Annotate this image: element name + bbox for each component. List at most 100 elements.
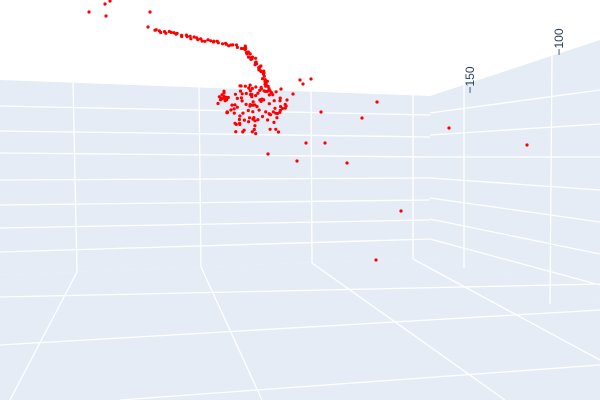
scatter-point	[256, 118, 260, 122]
scatter-point	[301, 82, 305, 86]
scatter-point	[304, 141, 308, 145]
scatter-point	[169, 30, 173, 34]
scatter-point	[185, 35, 189, 39]
scatter-point	[247, 120, 251, 124]
scatter-point	[220, 42, 225, 46]
scatter-point	[283, 102, 287, 107]
scatter-point	[251, 110, 255, 114]
scatter-point	[235, 96, 239, 100]
scatter-point	[108, 0, 112, 3]
scatter-point	[226, 95, 230, 100]
right-wall	[430, 40, 600, 300]
floor	[0, 258, 600, 400]
scatter-point	[239, 46, 244, 51]
scatter-point	[104, 14, 108, 18]
scatter-point	[237, 117, 241, 122]
scatter-point	[248, 103, 252, 107]
scatter-point	[248, 93, 253, 97]
scatter-point	[220, 96, 224, 100]
scatter-point	[399, 209, 403, 213]
scatter-point	[243, 48, 247, 52]
scatter-point	[298, 78, 302, 82]
scatter-point	[196, 38, 200, 42]
scatter-point	[283, 106, 287, 110]
scatter-point	[240, 99, 244, 103]
scatter-point	[447, 126, 451, 130]
scatter-point	[164, 31, 168, 35]
scatter-point	[374, 258, 378, 262]
scatter-point	[235, 105, 239, 109]
scatter-point	[271, 93, 275, 97]
scatter-point	[217, 95, 221, 99]
scatter-point	[264, 110, 268, 114]
scatter-point	[259, 99, 263, 103]
scatter-point	[206, 38, 210, 42]
scatter-point	[258, 88, 262, 92]
scatter-point	[232, 111, 236, 115]
scatter-point	[229, 108, 233, 112]
scatter-point	[103, 2, 107, 6]
scatter-point	[238, 114, 242, 118]
scatter-point	[250, 57, 254, 61]
scatter-point	[241, 130, 245, 134]
scatter-point	[263, 89, 267, 93]
scatter-point	[216, 101, 220, 106]
scatter-point	[244, 51, 249, 55]
scatter-point	[247, 116, 252, 120]
scatter-point	[251, 117, 255, 121]
scatter-point	[148, 10, 152, 14]
scatter-point	[224, 95, 228, 100]
scatter-point	[259, 85, 263, 89]
scatter-markers	[87, 0, 529, 262]
axis-tick-labels: −150 −100	[463, 28, 566, 93]
scatter-point	[259, 70, 263, 74]
scatter-point	[146, 25, 150, 29]
scatter-point	[216, 41, 220, 45]
scatter-point	[240, 92, 244, 96]
scatter-point	[203, 39, 207, 43]
scatter-point	[244, 91, 248, 96]
scatter-point	[220, 93, 224, 97]
scatter-point	[267, 102, 271, 106]
scatter-point	[243, 44, 247, 48]
tick-label: −150	[463, 66, 477, 93]
scatter-point	[278, 108, 282, 113]
scatter-point	[154, 28, 158, 32]
grid-lines	[0, 55, 600, 400]
scatter-point	[241, 111, 245, 115]
scatter-point	[278, 96, 282, 100]
scatter-point	[254, 132, 258, 136]
scatter-point	[278, 99, 282, 103]
scatter-point	[189, 37, 193, 41]
scatter-point	[234, 43, 239, 47]
scatter-point	[238, 89, 243, 93]
scatter-point	[323, 141, 327, 145]
scatter-point	[224, 42, 228, 46]
scatter-point	[279, 87, 283, 91]
scatter-point	[244, 102, 248, 106]
scatter-point	[248, 83, 252, 87]
scatter-point	[267, 112, 272, 116]
scatter-point	[254, 61, 258, 66]
scatter-point	[233, 92, 237, 96]
scatter-point	[254, 85, 258, 89]
scatter-point	[254, 56, 258, 60]
scatter-point	[273, 106, 277, 110]
scatter-point	[238, 121, 242, 125]
scatter-point	[262, 74, 266, 78]
tick-label: −100	[552, 28, 566, 55]
scatter-point	[254, 94, 258, 98]
scatter-point	[234, 130, 238, 134]
scatter-point	[275, 111, 279, 116]
scatter-point	[257, 108, 261, 112]
scatter-point	[243, 84, 247, 88]
scatter-point	[266, 152, 270, 156]
scatter-point	[280, 106, 284, 111]
scatter-point	[264, 84, 268, 88]
scatter-point	[87, 10, 91, 14]
scatter-point	[272, 99, 276, 103]
scatter-point	[209, 39, 213, 43]
scatter-point	[212, 39, 216, 43]
scatter-point	[319, 110, 323, 114]
